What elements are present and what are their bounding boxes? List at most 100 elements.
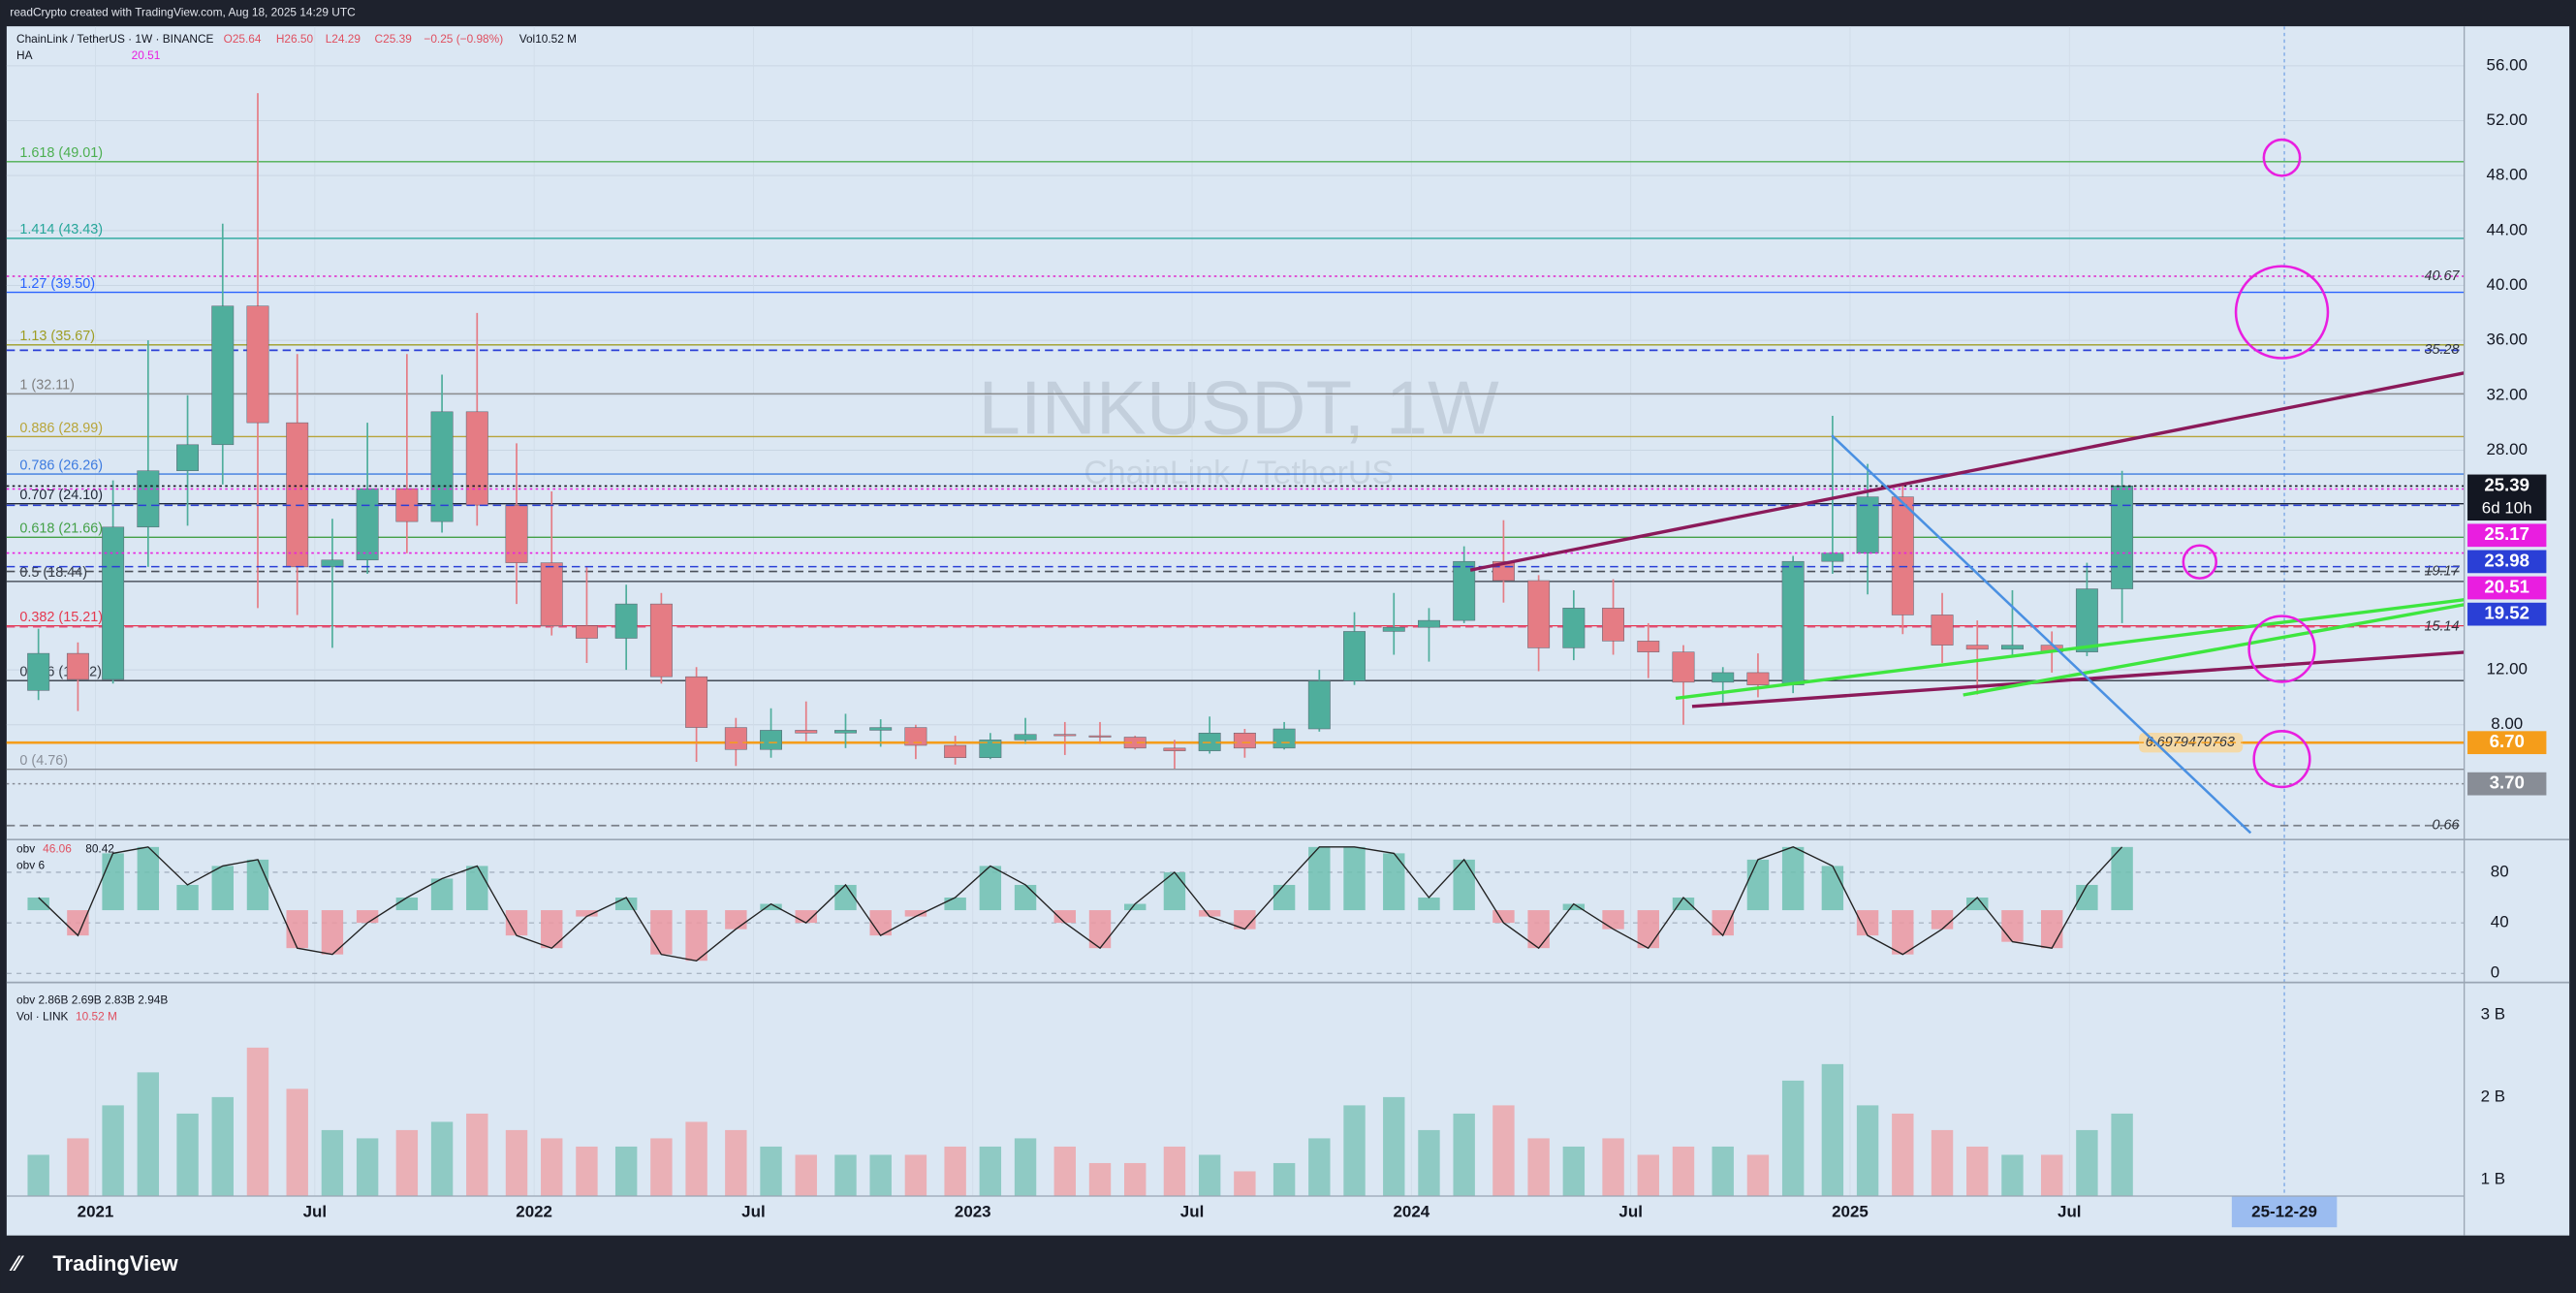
price-label-box (2467, 523, 2547, 548)
volume-bar (650, 1138, 673, 1196)
trendline (1675, 598, 2465, 701)
osc-bar (2111, 846, 2133, 911)
volume-bar (430, 1121, 454, 1196)
volume-bar (505, 1129, 528, 1196)
osc-value2: 80.42 (85, 841, 114, 855)
candle-body (760, 730, 782, 750)
price-label-box (2467, 602, 2547, 626)
volume-bar (246, 1047, 269, 1196)
osc-bar (1821, 866, 1844, 911)
fib-label: 1.13 (35.67) (19, 329, 95, 344)
candle-body (1382, 626, 1405, 632)
candle-body (1053, 734, 1077, 737)
volume-bar (102, 1105, 124, 1196)
osc-bar (1931, 910, 1954, 930)
osc-line (38, 846, 2123, 962)
osc-bar (1966, 898, 1989, 911)
candle-body (1088, 735, 1112, 738)
volume-bar (1562, 1146, 1586, 1196)
osc-bar (904, 910, 927, 917)
vol-title: obv 2.86B 2.69B 2.83B 2.94B (16, 993, 168, 1006)
legend: ChainLink / TetherUS · 1W · BINANCE O25.… (16, 32, 577, 62)
volume-bar (27, 1154, 49, 1196)
price-label: 3.70 (2490, 773, 2525, 793)
volume-bar (1383, 1096, 1405, 1196)
osc-bar (246, 859, 269, 911)
volume-bar (1163, 1146, 1186, 1196)
volume-bar (1527, 1138, 1550, 1196)
osc-bar (1492, 910, 1515, 924)
y-tick-label: 32.00 (2487, 385, 2528, 403)
candle-body (430, 411, 454, 522)
volume-bar (944, 1146, 966, 1196)
volume-bar (466, 1113, 488, 1196)
volume-bar (1712, 1146, 1734, 1196)
trendline (1469, 371, 2465, 572)
candle-body (1821, 552, 1844, 562)
y-tick-label: 44.00 (2487, 220, 2528, 238)
osc-bar (356, 910, 379, 924)
x-tick-label: Jul (741, 1202, 765, 1220)
candle-body (724, 727, 747, 750)
y-tick-label: 36.00 (2487, 331, 2528, 349)
candle-body (834, 730, 857, 734)
legend-open: O25.64 (224, 32, 262, 46)
trendline (1963, 603, 2465, 697)
osc-bar (834, 884, 857, 911)
osc-bar (760, 903, 782, 911)
osc-bar (1124, 903, 1147, 911)
osc-bar (1418, 898, 1440, 911)
target-circle (2182, 544, 2217, 580)
volume-bar (904, 1154, 927, 1196)
volume-bar (979, 1146, 1002, 1196)
cursor-date-label: 25-12-29 (2251, 1202, 2317, 1220)
volume-bar (1014, 1138, 1037, 1196)
fib-label: 0.382 (15.21) (19, 610, 103, 625)
osc-bar (1672, 898, 1695, 911)
osc-bar (944, 898, 966, 911)
osc-bar (1856, 910, 1879, 936)
osc-bar (576, 910, 598, 917)
osc-bar (979, 866, 1002, 911)
osc-bar (1602, 910, 1624, 930)
candle-body (1856, 496, 1879, 553)
fib-label: 0.786 (26.26) (19, 457, 103, 473)
fib-label: 0.618 (21.66) (19, 521, 103, 537)
candle-body (1453, 560, 1476, 621)
osc-bar (2040, 910, 2063, 949)
osc-bar (1383, 853, 1405, 911)
target-circle (2252, 730, 2311, 789)
osc-bar (725, 910, 747, 930)
x-tick-label: 2022 (516, 1202, 552, 1220)
watermark-title: LINKUSDT, 1W (979, 365, 1500, 451)
volume-bar (1746, 1154, 1770, 1196)
x-tick-label: Jul (1618, 1202, 1642, 1220)
osc-bar (650, 910, 673, 955)
brand: TradingView (52, 1251, 178, 1276)
osc-bar (1234, 910, 1256, 930)
osc-bar (2076, 884, 2098, 911)
x-tick-label: 2023 (955, 1202, 991, 1220)
volume-bar (1492, 1105, 1515, 1196)
legend-symbol: ChainLink / TetherUS · 1W · BINANCE (16, 32, 214, 46)
drawings (1469, 138, 2465, 835)
osc-bar (27, 898, 49, 911)
candle-body (27, 652, 50, 691)
volume-bar (576, 1146, 598, 1196)
volume-bar (685, 1121, 707, 1196)
chart-area (6, 26, 2570, 1236)
candle-body (1637, 641, 1660, 652)
fib-label: 0.886 (28.99) (19, 421, 103, 436)
candle-body (1891, 496, 1914, 615)
candle-body (246, 305, 269, 424)
volume-bar (1308, 1138, 1331, 1196)
osc-bar (1308, 846, 1331, 911)
fib-label: 1 (32.11) (19, 378, 75, 394)
candle-body (176, 444, 200, 471)
candle-body (795, 730, 818, 734)
candle-body (102, 526, 125, 680)
volume-bar (321, 1129, 344, 1196)
level-label: 40.67 (2425, 268, 2461, 284)
volume-bar (137, 1072, 160, 1196)
